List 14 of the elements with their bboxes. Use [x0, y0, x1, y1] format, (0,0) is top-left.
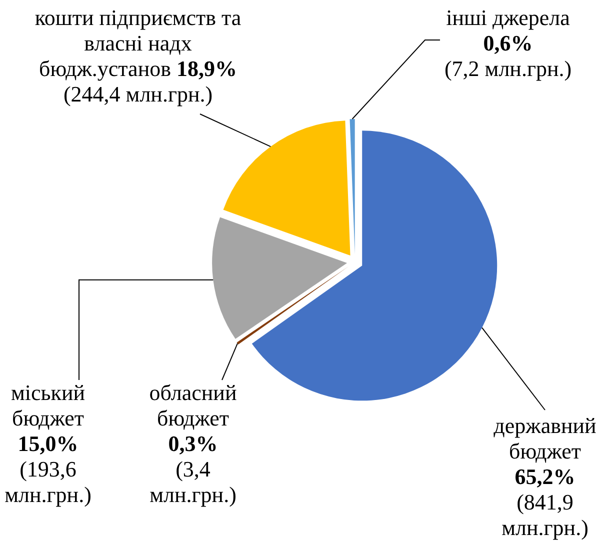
- slice-label: міський бюджет: [10, 380, 86, 430]
- slice-label: інші джерела: [446, 5, 570, 30]
- text: (841,9 млн.грн.): [502, 490, 588, 540]
- data-label: 0,6%: [483, 30, 533, 56]
- data-label: 65,2%: [514, 464, 576, 489]
- data-label: 15,0%: [18, 431, 78, 456]
- text: (3,4 млн.грн.): [150, 456, 236, 507]
- text: (244,4 млн.грн.): [63, 82, 213, 106]
- data-label: 18,9%: [176, 56, 237, 81]
- text: (193,6 млн.грн.): [4, 456, 92, 507]
- data-label: 0,3%: [168, 431, 218, 456]
- slice-label: державний бюджет: [494, 413, 597, 464]
- slice-label: обласний бюджет: [149, 380, 237, 430]
- text: (7,2 млн.грн.): [444, 56, 572, 81]
